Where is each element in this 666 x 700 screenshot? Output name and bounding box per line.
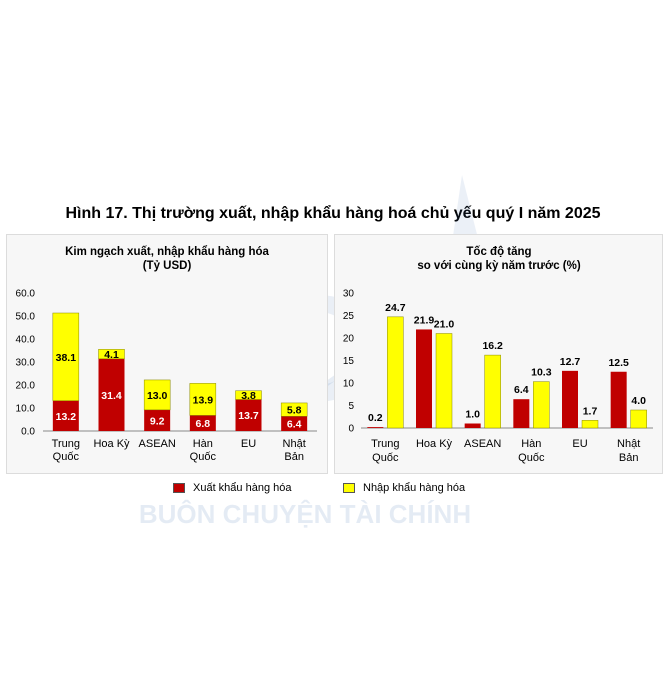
left-bar-import	[189, 383, 217, 416]
left-y-tick-label: 40.0	[16, 335, 36, 346]
legend-item-export: Xuất khẩu hàng hóa	[173, 482, 291, 494]
right-value-label-export: 0.2	[368, 412, 383, 424]
legend-label-import: Nhập khẩu hàng hóa	[363, 482, 466, 494]
right-chart-subtitle: so với cùng kỳ năm trước (%)	[417, 260, 581, 272]
right-value-label-export: 12.7	[560, 356, 581, 368]
legend-swatch-import	[343, 483, 355, 493]
right-value-label-import: 16.2	[482, 340, 503, 352]
right-value-label-import: 1.7	[583, 405, 598, 417]
right-value-label-export: 12.5	[608, 357, 629, 369]
right-y-tick-label: 30	[343, 289, 355, 300]
left-value-label-export: 6.8	[196, 418, 211, 430]
legend-label-export: Xuất khẩu hàng hóa	[193, 482, 292, 494]
right-value-label-import: 10.3	[531, 367, 552, 379]
right-value-label-import: 4.0	[631, 395, 646, 407]
left-value-label-export: 9.2	[150, 415, 165, 427]
left-category-label: Trung	[52, 438, 80, 450]
right-bar-import	[581, 420, 599, 429]
legend-swatch-export	[173, 483, 185, 493]
left-value-label-import: 13.9	[193, 394, 214, 406]
left-chart-subtitle: (Tỷ USD)	[143, 260, 192, 272]
left-chart-title: Kim ngạch xuất, nhập khẩu hàng hóa	[65, 246, 269, 258]
right-bar-export	[610, 371, 627, 428]
left-value-label-import: 13.0	[147, 390, 168, 402]
export-import-value-panel: Kim ngạch xuất, nhập khẩu hàng hóa (Tỷ US…	[6, 234, 328, 474]
right-y-tick-label: 5	[348, 401, 354, 412]
right-bar-import	[533, 381, 550, 429]
left-y-tick-label: 30.0	[16, 358, 36, 369]
right-bar-export	[464, 423, 481, 428]
left-bar-export	[144, 409, 171, 431]
right-bar-export	[416, 329, 432, 428]
left-bar-export	[235, 399, 262, 431]
left-y-tick-label: 10.0	[16, 404, 36, 415]
right-y-tick-label: 10	[343, 379, 355, 390]
left-bar-export	[98, 358, 125, 431]
left-y-tick-label: 50.0	[16, 312, 36, 323]
right-value-label-export: 6.4	[514, 384, 529, 396]
left-value-label-export: 13.7	[238, 410, 259, 422]
left-category-label: Hàn	[193, 438, 213, 450]
left-y-tick-label: 20.0	[16, 381, 36, 392]
right-bar-import	[435, 333, 453, 429]
left-bar-import	[235, 390, 262, 400]
left-bar-import	[98, 349, 125, 360]
left-value-label-export: 6.4	[287, 419, 302, 431]
right-category-label: Nhật	[617, 438, 640, 450]
right-bar-export	[562, 370, 578, 428]
left-bar-import	[143, 379, 171, 411]
left-bar-export	[189, 415, 216, 431]
left-category-label: EU	[241, 438, 256, 450]
left-value-label-export: 31.4	[101, 390, 122, 402]
export-import-value-chart: Kim ngạch xuất, nhập khẩu hàng hóa (Tỷ US…	[16, 246, 317, 463]
watermark-text: BUÔN CHUYỆN TÀI CHÍNH	[139, 499, 471, 529]
left-bar-import	[280, 402, 308, 417]
right-y-tick-label: 20	[343, 334, 355, 345]
right-category-label: Trung	[371, 438, 399, 450]
right-chart-title: Tốc độ tăng	[466, 246, 531, 258]
left-y-tick-label: 0.0	[21, 427, 35, 438]
right-bar-export	[513, 399, 530, 428]
legend: Xuất khẩu hàng hóa Nhập khẩu hàng hóa	[0, 482, 666, 500]
left-value-label-import: 4.1	[104, 349, 119, 361]
left-value-label-import: 3.8	[241, 390, 256, 402]
right-bar-import	[387, 316, 404, 429]
right-category-label: Hàn	[521, 438, 541, 450]
figure-title: Hình 17. Thị trường xuất, nhập khẩu hàng…	[65, 205, 601, 222]
right-category-label: Bản	[619, 452, 639, 464]
legend-item-import: Nhập khẩu hàng hóa	[343, 482, 465, 494]
right-category-label: Quốc	[518, 452, 545, 464]
right-value-label-import: 21.0	[434, 319, 455, 331]
left-category-label: Nhật	[283, 438, 306, 450]
left-y-tick-label: 60.0	[16, 289, 36, 300]
right-category-label: ASEAN	[464, 438, 501, 450]
left-category-label: ASEAN	[139, 438, 176, 450]
right-y-tick-label: 25	[343, 311, 355, 322]
right-value-label-import: 24.7	[385, 302, 406, 314]
right-y-tick-label: 15	[343, 356, 355, 367]
right-category-label: EU	[572, 438, 587, 450]
right-category-label: Quốc	[372, 452, 399, 464]
right-bar-export	[367, 427, 384, 428]
right-y-tick-label: 0	[348, 424, 354, 435]
left-category-label: Hoa Kỳ	[93, 438, 130, 450]
left-value-label-export: 13.2	[56, 411, 77, 423]
left-bar-export	[281, 416, 308, 431]
right-category-label: Hoa Kỳ	[416, 438, 453, 450]
right-value-label-export: 21.9	[414, 314, 435, 326]
right-bar-import	[484, 354, 501, 429]
left-value-label-import: 38.1	[56, 352, 77, 364]
growth-rate-chart: Tốc độ tăng so với cùng kỳ năm trước (%) 0…	[343, 246, 653, 464]
growth-rate-panel: Tốc độ tăng so với cùng kỳ năm trước (%) 0…	[334, 234, 663, 474]
left-category-label: Bản	[284, 451, 304, 463]
left-bar-import	[52, 312, 80, 401]
left-bar-export	[52, 400, 79, 431]
right-value-label-export: 1.0	[465, 409, 480, 421]
left-value-label-import: 5.8	[287, 405, 302, 417]
left-category-label: Quốc	[53, 451, 80, 463]
left-category-label: Quốc	[190, 451, 217, 463]
right-bar-import	[630, 409, 647, 429]
